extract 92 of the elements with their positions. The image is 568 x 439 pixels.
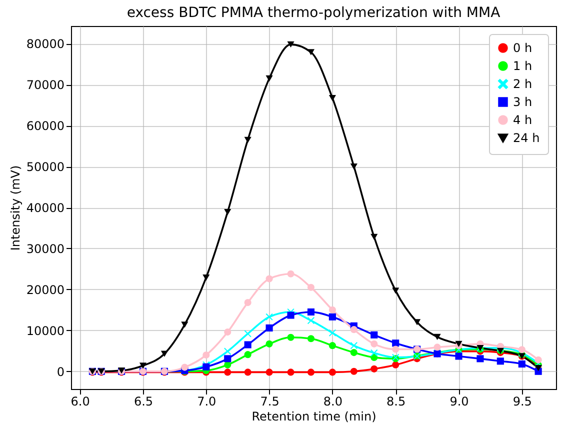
point: [434, 344, 441, 351]
y-tick-label: 30000: [26, 242, 64, 256]
x-tick-label: 8.5: [386, 394, 406, 408]
x-tick-label: 7.5: [260, 394, 280, 408]
point: [518, 360, 526, 368]
point: [455, 352, 462, 360]
point: [266, 368, 273, 376]
point: [202, 351, 210, 359]
point: [476, 355, 484, 362]
point: [224, 208, 232, 216]
legend-label: 0 h: [513, 41, 532, 55]
point: [350, 342, 358, 350]
x-tick-label: 6.0: [70, 394, 90, 408]
point: [307, 308, 315, 316]
y-tick-label: 70000: [26, 78, 64, 92]
point: [287, 312, 294, 319]
x-tick-label: 7.0: [197, 394, 216, 408]
y-tick-label: 80000: [26, 37, 64, 52]
point: [307, 284, 315, 291]
point: [287, 270, 294, 278]
point: [224, 348, 232, 355]
point: [350, 349, 358, 356]
point: [370, 331, 378, 338]
point: [350, 326, 358, 334]
point: [370, 365, 378, 372]
point: [328, 342, 336, 350]
point: [328, 306, 336, 314]
point: [518, 346, 526, 354]
point: [266, 275, 273, 282]
point: [266, 324, 273, 332]
point: [328, 95, 336, 102]
legend-label: 2 h: [513, 77, 532, 91]
point: [392, 346, 400, 353]
point: [244, 341, 252, 348]
point: [370, 349, 378, 356]
point: [414, 319, 421, 326]
point: [244, 330, 252, 338]
point: [392, 340, 400, 347]
legend-label: 3 h: [513, 95, 532, 109]
point: [181, 364, 188, 371]
chart-title: excess BDTC PMMA thermo-polymerization with MMA: [126, 5, 501, 21]
point: [287, 368, 294, 376]
point: [434, 334, 441, 340]
point: [287, 334, 294, 341]
point: [287, 41, 294, 48]
point: [534, 356, 542, 364]
point: [350, 368, 358, 375]
point: [224, 328, 232, 336]
point: [392, 361, 400, 368]
point: [139, 362, 147, 369]
y-tick-label: 20000: [26, 282, 64, 297]
point: [244, 351, 252, 358]
y-tick-label: 0: [56, 364, 64, 379]
point: [224, 361, 232, 368]
x-tick-label: 9.0: [450, 394, 469, 408]
point: [244, 299, 252, 306]
point: [496, 358, 504, 365]
point: [224, 368, 232, 376]
point: [350, 163, 358, 170]
legend-label: 1 h: [513, 59, 532, 73]
point: [307, 317, 315, 324]
y-axis-title: Intensity (mV): [8, 165, 22, 251]
x-tick-label: 9.5: [512, 394, 532, 408]
point: [534, 365, 542, 372]
y-tick-label: 60000: [26, 119, 64, 134]
point: [370, 340, 378, 348]
point: [307, 49, 315, 56]
point: [455, 340, 462, 347]
y-tick-label: 10000: [26, 324, 64, 338]
point: [181, 322, 188, 328]
legend-label: 4 h: [513, 113, 532, 127]
x-tick-label: 8.0: [323, 394, 342, 408]
point: [328, 329, 336, 336]
y-tick-label: 40000: [26, 201, 64, 215]
point: [202, 274, 210, 281]
legend-label: 24 h: [513, 131, 540, 145]
point: [244, 368, 252, 376]
point: [266, 313, 273, 320]
x-tick-label: 6.5: [134, 394, 154, 408]
x-axis-title: Retention time (min): [252, 410, 376, 424]
point: [266, 340, 273, 348]
point: [328, 313, 336, 320]
point: [370, 234, 378, 240]
y-tick-label: 50000: [26, 160, 64, 174]
point: [266, 75, 273, 82]
point: [244, 136, 252, 143]
point: [328, 368, 336, 376]
point: [160, 350, 168, 357]
point: [307, 368, 315, 376]
point: [224, 355, 232, 362]
point: [392, 288, 400, 294]
point: [307, 335, 315, 342]
